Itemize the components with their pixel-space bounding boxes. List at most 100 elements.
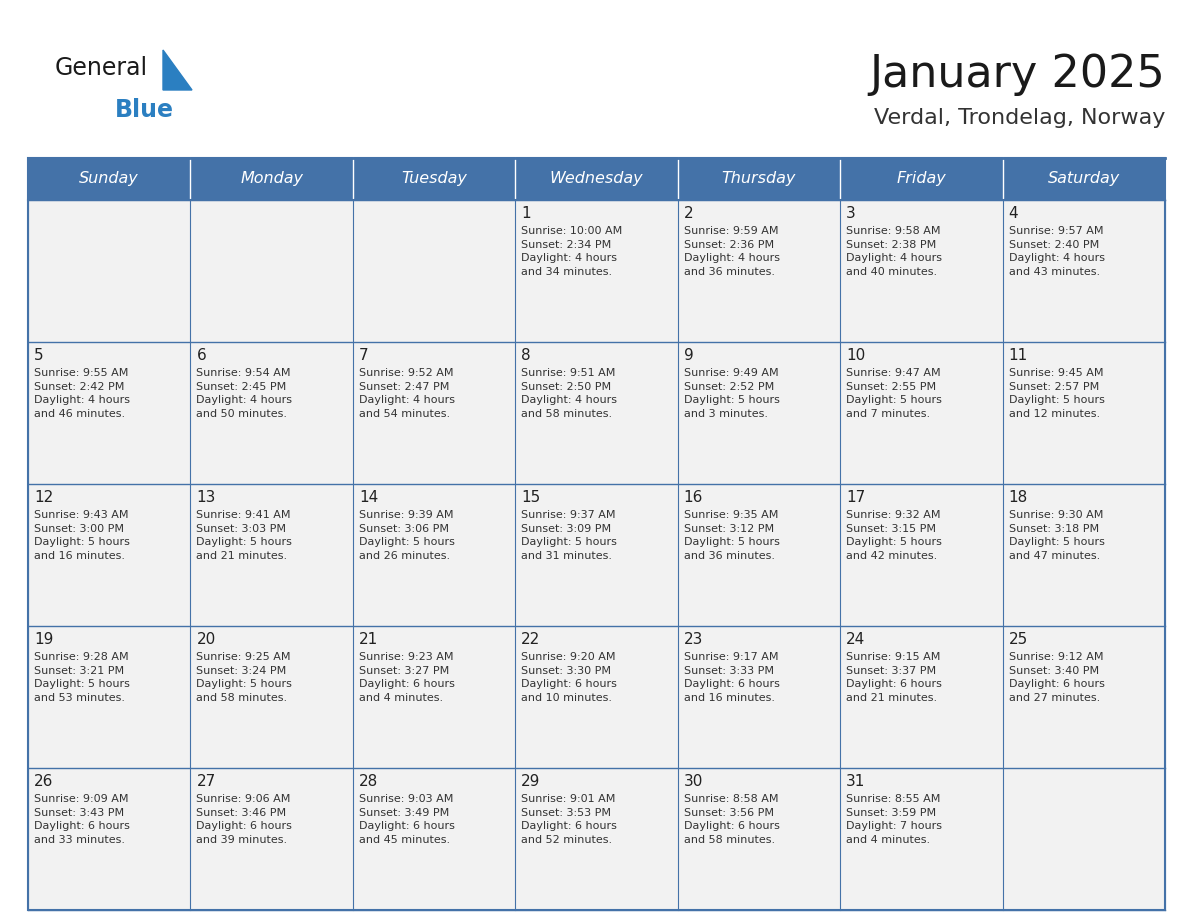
Bar (1003, 626, 1165, 768)
Text: 28: 28 (359, 774, 378, 789)
Text: 9: 9 (684, 348, 694, 363)
Text: 31: 31 (846, 774, 866, 789)
Text: 7: 7 (359, 348, 368, 363)
Text: 30: 30 (684, 774, 703, 789)
Bar (29, 484, 190, 626)
Text: 10: 10 (846, 348, 865, 363)
Text: Sunrise: 9:58 AM
Sunset: 2:38 PM
Daylight: 4 hours
and 40 minutes.: Sunrise: 9:58 AM Sunset: 2:38 PM Dayligh… (846, 226, 942, 277)
Text: Sunrise: 9:54 AM
Sunset: 2:45 PM
Daylight: 4 hours
and 50 minutes.: Sunrise: 9:54 AM Sunset: 2:45 PM Dayligh… (196, 368, 292, 419)
Bar (516, 200, 677, 342)
Bar (353, 158, 516, 200)
Text: 27: 27 (196, 774, 216, 789)
Text: Monday: Monday (240, 172, 303, 186)
Text: Sunrise: 9:30 AM
Sunset: 3:18 PM
Daylight: 5 hours
and 47 minutes.: Sunrise: 9:30 AM Sunset: 3:18 PM Dayligh… (1009, 510, 1105, 561)
Bar (677, 200, 840, 342)
Bar (516, 484, 677, 626)
Bar (29, 342, 190, 484)
Text: 29: 29 (522, 774, 541, 789)
Text: Sunrise: 9:35 AM
Sunset: 3:12 PM
Daylight: 5 hours
and 36 minutes.: Sunrise: 9:35 AM Sunset: 3:12 PM Dayligh… (684, 510, 779, 561)
Bar (840, 626, 1003, 768)
Text: 15: 15 (522, 490, 541, 505)
Bar (29, 200, 190, 342)
Bar (516, 158, 677, 200)
Text: 18: 18 (1009, 490, 1028, 505)
Text: Sunrise: 9:52 AM
Sunset: 2:47 PM
Daylight: 4 hours
and 54 minutes.: Sunrise: 9:52 AM Sunset: 2:47 PM Dayligh… (359, 368, 455, 419)
Bar (1003, 342, 1165, 484)
Bar (840, 200, 1003, 342)
Bar (190, 484, 353, 626)
Text: Sunrise: 9:20 AM
Sunset: 3:30 PM
Daylight: 6 hours
and 10 minutes.: Sunrise: 9:20 AM Sunset: 3:30 PM Dayligh… (522, 652, 617, 703)
Text: Sunrise: 9:37 AM
Sunset: 3:09 PM
Daylight: 5 hours
and 31 minutes.: Sunrise: 9:37 AM Sunset: 3:09 PM Dayligh… (522, 510, 617, 561)
Bar (353, 342, 516, 484)
Text: Sunrise: 9:55 AM
Sunset: 2:42 PM
Daylight: 4 hours
and 46 minutes.: Sunrise: 9:55 AM Sunset: 2:42 PM Dayligh… (34, 368, 129, 419)
Text: Sunrise: 9:43 AM
Sunset: 3:00 PM
Daylight: 5 hours
and 16 minutes.: Sunrise: 9:43 AM Sunset: 3:00 PM Dayligh… (34, 510, 129, 561)
Bar (677, 626, 840, 768)
Text: 6: 6 (196, 348, 207, 363)
Text: Sunrise: 10:00 AM
Sunset: 2:34 PM
Daylight: 4 hours
and 34 minutes.: Sunrise: 10:00 AM Sunset: 2:34 PM Daylig… (522, 226, 623, 277)
Text: 21: 21 (359, 632, 378, 647)
Text: Sunrise: 9:59 AM
Sunset: 2:36 PM
Daylight: 4 hours
and 36 minutes.: Sunrise: 9:59 AM Sunset: 2:36 PM Dayligh… (684, 226, 779, 277)
Text: Wednesday: Wednesday (550, 172, 644, 186)
Bar (516, 768, 677, 910)
Bar (677, 342, 840, 484)
Bar (840, 158, 1003, 200)
Bar (29, 768, 190, 910)
Text: 19: 19 (34, 632, 53, 647)
Text: Thursday: Thursday (722, 172, 796, 186)
Text: Tuesday: Tuesday (402, 172, 467, 186)
Bar (840, 342, 1003, 484)
Text: 24: 24 (846, 632, 865, 647)
Text: Sunrise: 9:25 AM
Sunset: 3:24 PM
Daylight: 5 hours
and 58 minutes.: Sunrise: 9:25 AM Sunset: 3:24 PM Dayligh… (196, 652, 292, 703)
Bar (1003, 768, 1165, 910)
Text: 20: 20 (196, 632, 216, 647)
Bar (353, 626, 516, 768)
Text: Sunrise: 9:57 AM
Sunset: 2:40 PM
Daylight: 4 hours
and 43 minutes.: Sunrise: 9:57 AM Sunset: 2:40 PM Dayligh… (1009, 226, 1105, 277)
Text: Sunrise: 9:15 AM
Sunset: 3:37 PM
Daylight: 6 hours
and 21 minutes.: Sunrise: 9:15 AM Sunset: 3:37 PM Dayligh… (846, 652, 942, 703)
Bar (29, 158, 1165, 910)
Text: General: General (55, 56, 148, 80)
Text: Sunrise: 9:06 AM
Sunset: 3:46 PM
Daylight: 6 hours
and 39 minutes.: Sunrise: 9:06 AM Sunset: 3:46 PM Dayligh… (196, 794, 292, 845)
Text: 14: 14 (359, 490, 378, 505)
Text: 8: 8 (522, 348, 531, 363)
Text: Friday: Friday (897, 172, 946, 186)
Bar (840, 484, 1003, 626)
Bar (190, 626, 353, 768)
Text: 13: 13 (196, 490, 216, 505)
Text: 11: 11 (1009, 348, 1028, 363)
Text: Sunrise: 9:39 AM
Sunset: 3:06 PM
Daylight: 5 hours
and 26 minutes.: Sunrise: 9:39 AM Sunset: 3:06 PM Dayligh… (359, 510, 455, 561)
Text: 26: 26 (34, 774, 53, 789)
Text: Sunrise: 9:28 AM
Sunset: 3:21 PM
Daylight: 5 hours
and 53 minutes.: Sunrise: 9:28 AM Sunset: 3:21 PM Dayligh… (34, 652, 129, 703)
Bar (190, 158, 353, 200)
Bar (677, 158, 840, 200)
Text: 3: 3 (846, 206, 855, 221)
Text: Sunrise: 9:12 AM
Sunset: 3:40 PM
Daylight: 6 hours
and 27 minutes.: Sunrise: 9:12 AM Sunset: 3:40 PM Dayligh… (1009, 652, 1105, 703)
Bar (677, 768, 840, 910)
Bar (1003, 484, 1165, 626)
Text: Sunrise: 9:51 AM
Sunset: 2:50 PM
Daylight: 4 hours
and 58 minutes.: Sunrise: 9:51 AM Sunset: 2:50 PM Dayligh… (522, 368, 618, 419)
Text: Sunrise: 8:58 AM
Sunset: 3:56 PM
Daylight: 6 hours
and 58 minutes.: Sunrise: 8:58 AM Sunset: 3:56 PM Dayligh… (684, 794, 779, 845)
Text: January 2025: January 2025 (870, 53, 1165, 96)
Text: 4: 4 (1009, 206, 1018, 221)
Text: 17: 17 (846, 490, 865, 505)
Text: 1: 1 (522, 206, 531, 221)
Bar (29, 626, 190, 768)
Bar (840, 768, 1003, 910)
Text: Verdal, Trondelag, Norway: Verdal, Trondelag, Norway (873, 108, 1165, 128)
Bar (29, 158, 190, 200)
Text: 12: 12 (34, 490, 53, 505)
Text: Saturday: Saturday (1048, 172, 1120, 186)
Text: 22: 22 (522, 632, 541, 647)
Bar (353, 484, 516, 626)
Bar (516, 626, 677, 768)
Text: Sunrise: 9:01 AM
Sunset: 3:53 PM
Daylight: 6 hours
and 52 minutes.: Sunrise: 9:01 AM Sunset: 3:53 PM Dayligh… (522, 794, 617, 845)
Text: Sunrise: 9:03 AM
Sunset: 3:49 PM
Daylight: 6 hours
and 45 minutes.: Sunrise: 9:03 AM Sunset: 3:49 PM Dayligh… (359, 794, 455, 845)
Text: Sunrise: 8:55 AM
Sunset: 3:59 PM
Daylight: 7 hours
and 4 minutes.: Sunrise: 8:55 AM Sunset: 3:59 PM Dayligh… (846, 794, 942, 845)
Text: Sunrise: 9:17 AM
Sunset: 3:33 PM
Daylight: 6 hours
and 16 minutes.: Sunrise: 9:17 AM Sunset: 3:33 PM Dayligh… (684, 652, 779, 703)
Text: 23: 23 (684, 632, 703, 647)
Text: Sunday: Sunday (80, 172, 139, 186)
Text: 25: 25 (1009, 632, 1028, 647)
Bar (1003, 158, 1165, 200)
Text: Sunrise: 9:09 AM
Sunset: 3:43 PM
Daylight: 6 hours
and 33 minutes.: Sunrise: 9:09 AM Sunset: 3:43 PM Dayligh… (34, 794, 129, 845)
Text: Sunrise: 9:32 AM
Sunset: 3:15 PM
Daylight: 5 hours
and 42 minutes.: Sunrise: 9:32 AM Sunset: 3:15 PM Dayligh… (846, 510, 942, 561)
Text: Blue: Blue (115, 98, 173, 122)
